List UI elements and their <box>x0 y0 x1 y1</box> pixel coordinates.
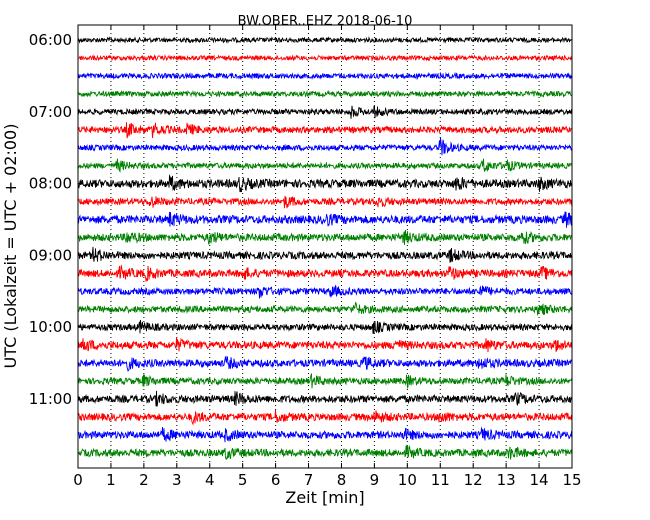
y-tick-label-5: 11:00 <box>29 390 72 408</box>
x-tick-label-3: 3 <box>172 471 182 489</box>
trace-0915 <box>77 264 573 282</box>
trace-0730 <box>77 137 573 156</box>
x-tick-label-1: 1 <box>106 471 116 489</box>
y-tick-label-4: 10:00 <box>29 318 72 336</box>
trace-0845 <box>77 229 573 246</box>
seismic-traces <box>77 36 573 460</box>
x-tick-label-14: 14 <box>530 471 549 489</box>
trace-0900 <box>77 246 573 263</box>
x-tick-label-12: 12 <box>464 471 483 489</box>
trace-1000 <box>77 320 573 334</box>
trace-0615 <box>77 54 573 62</box>
x-tick-label-15: 15 <box>562 471 581 489</box>
x-tick-label-7: 7 <box>304 471 314 489</box>
trace-1030 <box>77 355 573 372</box>
trace-0645 <box>77 89 573 99</box>
x-tick-label-10: 10 <box>398 471 417 489</box>
plot-frame <box>77 24 573 469</box>
trace-0745 <box>77 158 573 173</box>
trace-0715 <box>77 122 573 139</box>
trace-1145 <box>77 444 573 460</box>
x-tick-label-0: 0 <box>73 471 83 489</box>
trace-0930 <box>77 284 573 299</box>
trace-1100 <box>77 390 573 407</box>
y-tick-label-3: 09:00 <box>29 246 72 264</box>
x-tick-label-2: 2 <box>139 471 149 489</box>
trace-1015 <box>77 337 573 353</box>
x-tick-label-6: 6 <box>271 471 281 489</box>
x-tick-label-11: 11 <box>431 471 450 489</box>
trace-0815 <box>77 195 573 209</box>
trace-0800 <box>77 174 573 193</box>
x-tick-label-8: 8 <box>337 471 347 489</box>
x-tick-label-9: 9 <box>370 471 380 489</box>
y-axis-label: UTC (Lokalzeit = UTC + 02:00) <box>1 124 20 369</box>
trace-1130 <box>77 426 573 443</box>
trace-0630 <box>77 71 573 81</box>
trace-0830 <box>77 211 573 228</box>
x-axis-ticks: 0 1 2 3 4 5 6 7 8 9 10 11 12 13 14 15 <box>73 25 582 489</box>
trace-0945 <box>77 301 573 317</box>
trace-1045 <box>77 373 573 390</box>
x-axis-label: Zeit [min] <box>285 488 364 507</box>
trace-0600 <box>77 36 573 44</box>
x-tick-label-5: 5 <box>238 471 248 489</box>
trace-1115 <box>77 409 573 426</box>
x-tick-label-4: 4 <box>205 471 215 489</box>
trace-0700 <box>77 105 573 119</box>
y-tick-label-2: 08:00 <box>29 175 72 193</box>
y-axis-ticks: 06:00 07:00 08:00 09:00 10:00 11:00 <box>29 31 572 408</box>
y-tick-label-0: 06:00 <box>29 31 72 49</box>
chart-title: BW.OBER..EHZ 2018-06-10 <box>238 14 413 29</box>
y-tick-label-1: 07:00 <box>29 103 72 121</box>
x-tick-label-13: 13 <box>497 471 516 489</box>
